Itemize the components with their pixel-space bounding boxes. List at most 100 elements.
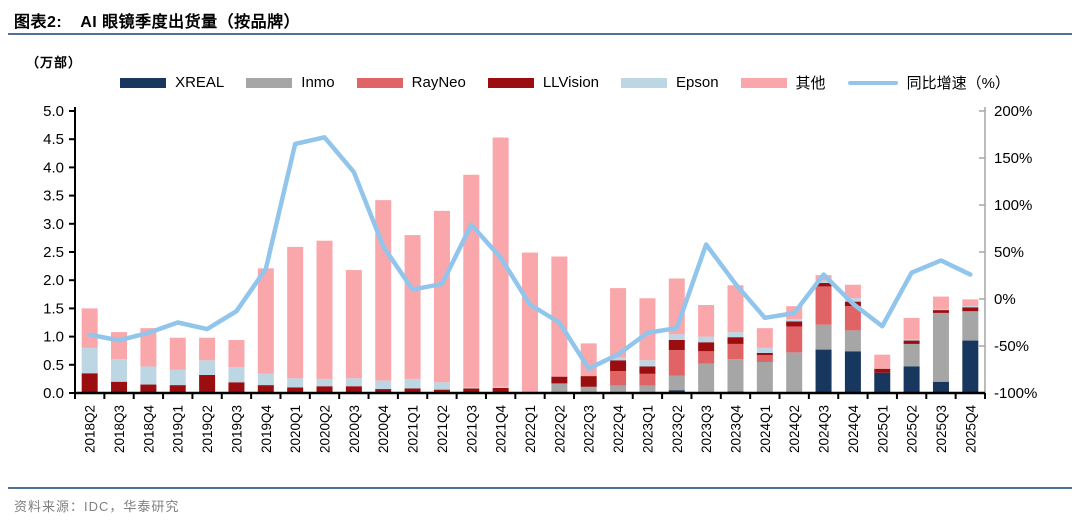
y-tick-label-right: 0%: [994, 291, 1016, 308]
bar-segment-Epson: [140, 366, 157, 385]
bar-segment-其他: [404, 235, 421, 379]
yoy-growth-line: [87, 135, 973, 371]
bar-segment-RayNeo: [668, 350, 685, 376]
y-tick-label-left: 4.5: [43, 131, 64, 148]
bar-segment-Epson: [932, 308, 949, 311]
bar-segment-RayNeo: [698, 351, 715, 364]
bar-segment-Epson: [228, 367, 245, 383]
bar-segment-LLVision: [140, 384, 157, 393]
x-tick-label: 2024Q2: [787, 405, 802, 453]
bar-segment-其他: [492, 137, 509, 387]
bar-segment-LLVision: [932, 310, 949, 313]
x-tick-label: 2024Q1: [758, 405, 773, 453]
x-tick-label: 2018Q2: [83, 405, 98, 453]
legend-label: Inmo: [301, 74, 335, 91]
bar-segment-其他: [316, 240, 333, 379]
bar-segment-Epson: [698, 336, 715, 343]
bar-segment-Epson: [903, 339, 920, 341]
bar-segment-Epson: [169, 369, 186, 386]
bar-segment-其他: [903, 317, 920, 340]
x-tick-label: 2025Q1: [875, 405, 890, 453]
x-tick-label: 2023Q4: [728, 405, 743, 454]
bar-segment-Inmo: [962, 311, 979, 341]
bar-segment-LLVision: [463, 388, 480, 393]
bar-segment-其他: [140, 328, 157, 367]
bar-segment-Inmo: [580, 386, 597, 393]
bar-segment-LLVision: [551, 376, 568, 384]
bar-segment-Inmo: [698, 363, 715, 393]
bar-segment-其他: [257, 268, 274, 374]
legend-label: Epson: [676, 74, 719, 91]
bar-segment-Epson: [786, 319, 803, 322]
axis-unit-label: （万部）: [26, 55, 83, 70]
legend-label: LLVision: [542, 74, 599, 91]
bar-segment-Inmo: [844, 330, 861, 352]
bar-segment-LLVision: [815, 283, 832, 287]
bar-segment-Epson: [727, 332, 744, 338]
quarterly-shipments-chart: 5.0 4.5 4.0 3.5 3.0 2.5 2.0 1.5 1.0 0.5 0.0 200% 150…: [43, 103, 1037, 454]
bar-segment-其他: [522, 252, 538, 393]
bar-segment-其他: [756, 328, 773, 348]
bar-segment-Epson: [287, 378, 304, 388]
bar-segment-XREAL: [903, 366, 920, 393]
y-tick-label-left: 1.0: [43, 329, 64, 346]
legend-label: 同比增速（%）: [906, 75, 1010, 92]
bar-segment-Inmo: [668, 375, 685, 391]
x-tick-label: 2025Q4: [963, 405, 978, 454]
y-tick-label-right: -100%: [994, 385, 1037, 402]
bar-segment-XREAL: [844, 351, 861, 393]
bar-segment-XREAL: [932, 381, 949, 393]
bar-segment-LLVision: [169, 385, 186, 393]
bar-segment-Epson: [316, 378, 333, 387]
legend-swatch: [246, 77, 293, 88]
legend-swatch: [740, 77, 787, 88]
bar-segment-Epson: [433, 382, 450, 390]
bar-segment-其他: [287, 246, 304, 379]
bar-segment-Epson: [199, 360, 216, 375]
bar-segment-RayNeo: [639, 373, 656, 386]
bar-segment-其他: [111, 332, 128, 360]
bar-segment-LLVision: [199, 374, 216, 393]
x-tick-label: 2019Q4: [259, 405, 274, 454]
y-tick-label-left: 2.0: [43, 272, 64, 289]
bar-segment-LLVision: [962, 307, 979, 312]
bar-segment-其他: [463, 174, 480, 388]
bar-segment-XREAL: [962, 340, 979, 393]
x-tick-label: 2022Q1: [523, 405, 538, 453]
right-axis: 200% 150% 100% 50% 0% -50% -100%: [979, 103, 1037, 402]
bar-segment-XREAL: [815, 349, 832, 393]
bar-segment-其他: [81, 308, 98, 348]
y-tick-label-right: 50%: [994, 244, 1024, 261]
x-tick-label: 2018Q4: [141, 405, 156, 454]
bar-segment-Inmo: [786, 352, 803, 393]
bar-segment-Inmo: [610, 385, 627, 393]
bar-segment-Inmo: [903, 343, 920, 367]
bar-segment-LLVision: [492, 387, 509, 393]
legend-label: RayNeo: [411, 74, 466, 91]
legend-swatch: [120, 77, 167, 88]
x-tick-label: 2025Q2: [905, 405, 920, 453]
bar-segment-Epson: [257, 373, 274, 386]
legend-label: XREAL: [175, 74, 225, 91]
bar-segment-LLVision: [81, 373, 98, 393]
x-tick-label: 2023Q1: [640, 405, 655, 453]
bar-segment-Inmo: [932, 312, 949, 382]
legend-line-swatch: [847, 80, 898, 85]
x-tick-label: 2021Q3: [464, 405, 479, 453]
legend-swatch: [621, 77, 667, 88]
bar-segment-其他: [874, 354, 891, 369]
bar-segment-LLVision: [874, 368, 891, 373]
legend-label: 其他: [795, 75, 826, 92]
y-tick-label-left: 0.0: [43, 385, 64, 402]
bar-segment-LLVision: [375, 389, 392, 393]
bar-segment-LLVision: [433, 389, 450, 393]
x-tick-label: 2022Q2: [552, 405, 567, 453]
bar-segment-LLVision: [287, 387, 304, 393]
bar-segment-Epson: [345, 378, 362, 387]
bar-segment-Epson: [962, 306, 979, 308]
bar-segment-LLVision: [580, 376, 597, 387]
bar-segment-LLVision: [257, 385, 274, 393]
y-tick-label-left: 2.5: [43, 244, 64, 261]
bar-segment-Epson: [610, 357, 627, 361]
